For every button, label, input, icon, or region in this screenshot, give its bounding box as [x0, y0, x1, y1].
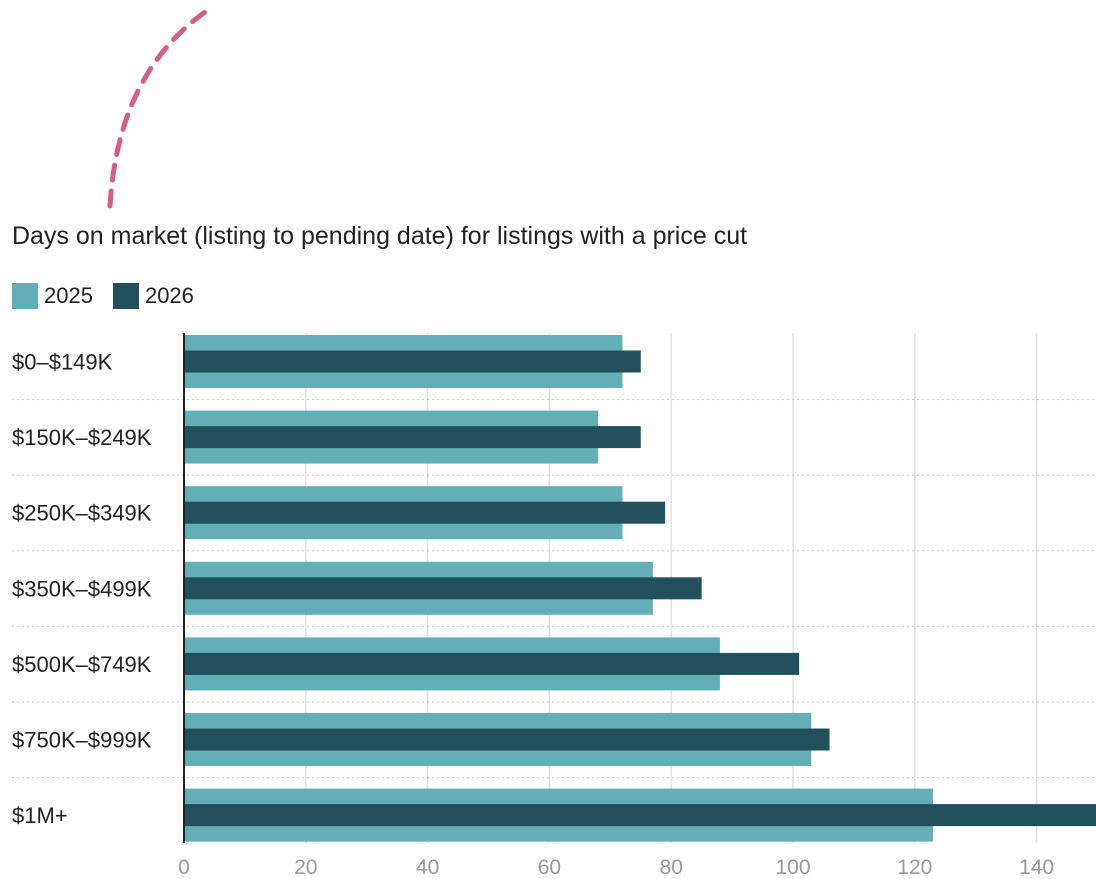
legend-item-2026: 2026: [112, 283, 194, 309]
bar-2026-4: [184, 652, 800, 675]
legend: 2025 2026: [12, 283, 214, 309]
x-tick-label: 100: [775, 856, 810, 879]
legend-swatch-2026: [112, 283, 139, 309]
category-label: $350K–$499K: [12, 576, 152, 601]
x-tick-label: 140: [1019, 856, 1054, 879]
bar-2026-1: [184, 426, 641, 449]
x-tick-label: 120: [897, 856, 932, 879]
category-label: $150K–$249K: [12, 425, 152, 450]
bar-2026-6: [184, 804, 1096, 827]
x-tick-label: 0: [178, 856, 190, 879]
x-tick-label: 40: [416, 856, 439, 879]
bar-2026-5: [184, 728, 830, 751]
category-label: $750K–$999K: [12, 728, 152, 753]
legend-label-2025: 2025: [44, 283, 93, 308]
x-tick-label: 20: [294, 856, 317, 879]
legend-swatch-2025: [12, 283, 38, 309]
x-tick-label: 60: [538, 856, 561, 879]
x-tick-label: 80: [660, 856, 683, 879]
bar-2026-2: [184, 501, 666, 524]
legend-label-2026: 2026: [144, 283, 194, 308]
legend-item-2025: 2025: [12, 283, 93, 309]
category-label: $1M+: [12, 803, 68, 828]
category-label: $0–$149K: [12, 350, 113, 375]
bar-2026-3: [184, 577, 702, 600]
chart-title: Days on market (listing to pending date)…: [12, 222, 748, 250]
category-label: $500K–$749K: [12, 652, 152, 677]
category-label: $250K–$349K: [12, 501, 152, 526]
decorative-dashed-arc: [107, 7, 211, 209]
bar-2026-0: [184, 350, 641, 373]
